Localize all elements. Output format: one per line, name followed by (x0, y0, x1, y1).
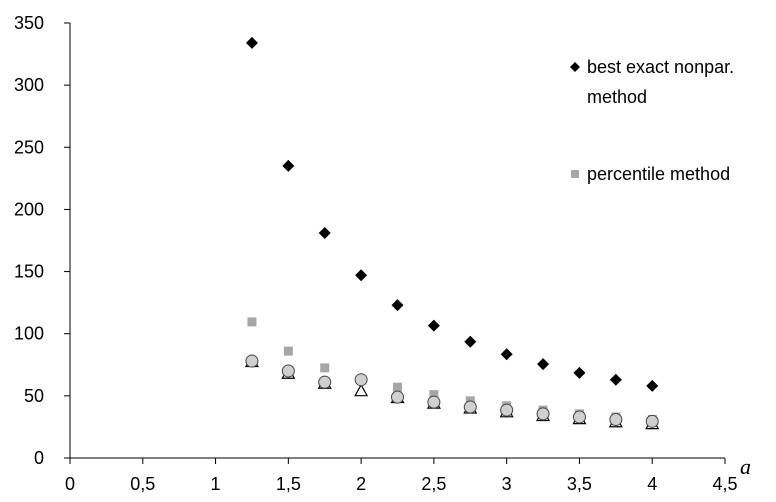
x-tick-label: 2 (356, 474, 366, 494)
x-tick-label: 4,5 (712, 474, 737, 494)
x-axis-label: a (740, 454, 751, 479)
data-point (391, 390, 404, 404)
y-tick-label: 50 (24, 386, 44, 406)
series-circle (245, 354, 659, 428)
x-tick-label: 0,5 (130, 474, 155, 494)
data-point (572, 410, 586, 424)
legend-label-percentile: percentile method (587, 164, 730, 184)
y-tick-label: 100 (14, 324, 44, 344)
legend-marker-diamond (570, 62, 580, 72)
legend-label-best-exact: best exact nonpar. method (587, 57, 739, 107)
y-tick-label: 150 (14, 262, 44, 282)
x-tick-label: 2,5 (421, 474, 446, 494)
legend: best exact nonpar. method percentile met… (570, 57, 739, 184)
axes (64, 22, 726, 464)
legend-marker-square (571, 170, 579, 178)
data-point (318, 375, 332, 389)
x-tick-label: 0 (65, 474, 75, 494)
data-point (645, 414, 659, 428)
data-point (318, 227, 331, 240)
data-point (536, 407, 550, 421)
y-tick-label: 300 (14, 75, 44, 95)
data-point (609, 412, 623, 426)
y-tick-label: 200 (14, 199, 44, 219)
data-point (354, 373, 368, 387)
data-point (391, 299, 404, 312)
series-diamond (245, 36, 659, 392)
data-point (500, 403, 514, 417)
x-tick-label: 4 (647, 474, 657, 494)
data-point (354, 383, 369, 397)
x-axis-ticks: 0 0,5 1 1,5 2 2,5 3 3,5 4 4,5 (65, 474, 738, 494)
y-tick-label: 250 (14, 137, 44, 157)
data-point (283, 346, 293, 356)
x-tick-label: 3 (502, 474, 512, 494)
data-point (355, 269, 368, 282)
data-point (245, 354, 259, 368)
data-point (609, 373, 622, 386)
data-marks (244, 36, 660, 430)
series-triangle (244, 354, 660, 430)
data-point (393, 382, 402, 392)
data-point (537, 358, 550, 371)
data-point (282, 159, 295, 172)
x-tick-label: 3,5 (567, 474, 592, 494)
y-tick-label: 350 (14, 13, 44, 33)
y-tick-label: 0 (34, 448, 44, 468)
series-square (247, 317, 657, 424)
data-point (281, 364, 295, 378)
legend-label-line: best exact nonpar. (587, 57, 734, 77)
data-point (320, 363, 330, 373)
data-point (427, 319, 440, 332)
x-tick-label: 1 (211, 474, 221, 494)
data-point (463, 400, 477, 414)
data-point (429, 390, 439, 400)
data-point (464, 335, 477, 348)
data-point (573, 366, 586, 379)
y-axis-ticks: 0 50 100 150 200 250 300 350 (14, 13, 44, 468)
data-point (247, 317, 257, 327)
data-point (500, 348, 513, 361)
data-point (245, 36, 258, 49)
x-tick-label: 1,5 (276, 474, 301, 494)
data-point (646, 379, 659, 392)
data-point (427, 395, 441, 409)
legend-label-line: method (587, 87, 647, 107)
